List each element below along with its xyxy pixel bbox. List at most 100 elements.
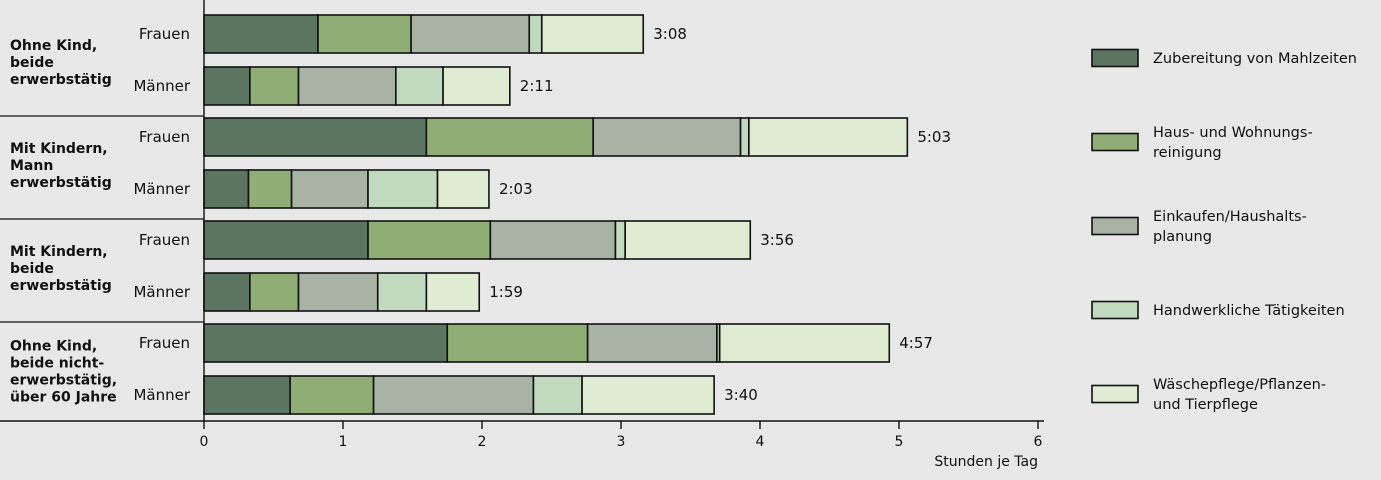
bar-segment (614, 220, 626, 260)
bar-segment (586, 323, 718, 363)
bar-segment (489, 220, 617, 260)
legend: Zubereitung von Mahlzeiten Haus- und Wohn… (1091, 48, 1357, 413)
legend-label-line: Handwerkliche Tätigkeiten (1153, 303, 1345, 319)
bar-segment (425, 272, 481, 312)
bar-segment (203, 14, 319, 54)
bar-segment (442, 66, 511, 106)
bar-total-label: 2:03 (499, 180, 533, 198)
bar-sub-label: Männer (133, 386, 190, 404)
group-label: Ohne Kind, beide nicht-erwerbstätig, über … (10, 339, 117, 406)
bar-segment (290, 169, 369, 209)
x-tick-label: 5 (895, 434, 904, 450)
bar-sub-label: Frauen (139, 25, 190, 43)
bar-segment (367, 220, 492, 260)
legend-swatch (1091, 48, 1139, 68)
bar-segment (249, 66, 300, 106)
legend-label-line: reinigung (1153, 145, 1222, 161)
bar-sub-label: Männer (133, 180, 190, 198)
group-label-line: erwerbstätig (10, 278, 112, 294)
bar-segment (446, 323, 589, 363)
group-label-line: Mit Kindern, (10, 141, 108, 157)
group-label: Ohne Kind, beide erwerbstätig (10, 38, 112, 88)
bar-segment (203, 220, 369, 260)
bar-segment (203, 375, 291, 415)
bar-segment (532, 375, 583, 415)
bar-segment (739, 117, 750, 157)
bar-segment (592, 117, 742, 157)
bar-total-label: 5:03 (917, 128, 951, 146)
group-label-line: Mann (10, 158, 53, 174)
bars: 3:08 2:11 5:03 2:03 3:56 1:59 4:57 3:40 (203, 14, 951, 415)
legend-swatch (1091, 300, 1139, 320)
bar-segment (249, 272, 300, 312)
bar-segment (367, 169, 439, 209)
bar-segment (203, 66, 251, 106)
x-tick-label: 0 (200, 434, 209, 450)
bar-segment (203, 169, 250, 209)
bar-total-label: 3:56 (760, 231, 794, 249)
legend-label-line: Zubereitung von Mahlzeiten (1153, 51, 1357, 67)
legend-label: Zubereitung von Mahlzeiten (1153, 51, 1357, 67)
legend-swatch (1091, 216, 1139, 236)
bar-sub-label: Frauen (139, 128, 190, 146)
bar-segment (203, 323, 449, 363)
bar-segment (203, 272, 251, 312)
bar-sub-label: Männer (133, 77, 190, 95)
legend-label: Haus- und Wohnungs-reinigung (1153, 125, 1313, 161)
bar-segment (372, 375, 535, 415)
bar-segment (297, 66, 397, 106)
group-labels: Ohne Kind, beide erwerbstätigFrauenMännerM… (0, 25, 204, 406)
bar-total-label: 1:59 (489, 283, 523, 301)
bar-segment (203, 117, 428, 157)
legend-label-line: Wäschepflege/Pflanzen- (1153, 377, 1326, 393)
legend-label-line: Einkaufen/Haushalts- (1153, 209, 1307, 225)
legend-label-line: planung (1153, 229, 1212, 245)
x-axis-label: Stunden je Tag (934, 454, 1038, 470)
bar-total-label: 4:57 (899, 334, 933, 352)
bar-segment (317, 14, 412, 54)
group-label-line: erwerbstätig (10, 72, 112, 88)
group-label: Mit Kindern, beide erwerbstätig (10, 244, 112, 294)
bar-segment (425, 117, 594, 157)
bar-segment (297, 272, 379, 312)
legend-label-line: Haus- und Wohnungs- (1153, 125, 1313, 141)
x-tick-label: 6 (1034, 434, 1043, 450)
group-label-line: beide nicht- (10, 356, 104, 372)
x-tick-label: 4 (756, 434, 765, 450)
bar-total-label: 3:08 (653, 25, 687, 43)
bar-segment (376, 272, 428, 312)
group-label-line: beide (10, 55, 54, 71)
legend-swatch (1091, 384, 1139, 404)
bar-sub-label: Frauen (139, 334, 190, 352)
legend-label: Einkaufen/Haushalts-planung (1153, 209, 1307, 245)
bar-sub-label: Männer (133, 283, 190, 301)
bar-segment (748, 117, 909, 157)
bar-segment (528, 14, 543, 54)
bar-sub-label: Frauen (139, 231, 190, 249)
legend-label: Wäschepflege/Pflanzen-und Tierpflege (1153, 377, 1326, 413)
legend-label-line: und Tierpflege (1153, 397, 1258, 413)
bar-total-label: 3:40 (724, 386, 758, 404)
group-label-line: Ohne Kind, (10, 339, 97, 355)
bar-segment (540, 14, 645, 54)
bar-segment (436, 169, 490, 209)
group-label: Mit Kindern, Mann erwerbstätig (10, 141, 112, 191)
group-label-line: Mit Kindern, (10, 244, 108, 260)
bar-segment (718, 323, 891, 363)
x-tick-label: 2 (478, 434, 487, 450)
group-label-line: Ohne Kind, (10, 38, 97, 54)
group-label-line: beide (10, 261, 54, 277)
group-label-line: erwerbstätig, (10, 373, 117, 389)
bar-total-label: 2:11 (520, 77, 554, 95)
bar-segment (581, 375, 715, 415)
x-axis: 0 1 2 3 4 5 6 Stunden je Tag (0, 0, 1044, 470)
legend-label: Handwerkliche Tätigkeiten (1153, 303, 1345, 319)
bar-segment (289, 375, 375, 415)
bar-segment (410, 14, 531, 54)
bar-segment (395, 66, 444, 106)
legend-swatch (1091, 132, 1139, 152)
x-tick-label: 3 (617, 434, 626, 450)
x-tick-label: 1 (339, 434, 348, 450)
bar-segment (624, 220, 752, 260)
